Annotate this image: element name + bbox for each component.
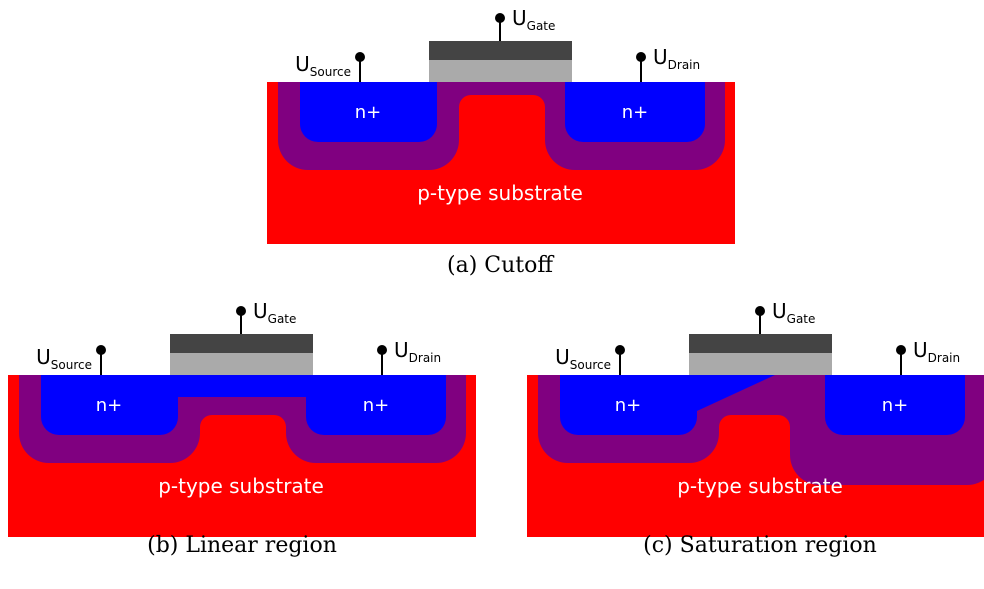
source-region-label: n+ (615, 395, 642, 416)
substrate-label: p-type substrate (417, 181, 583, 205)
drain-region-label: n+ (882, 395, 909, 416)
gate-symbol: U (512, 6, 527, 30)
gate-oxide (429, 60, 572, 82)
drain-symbol: U (913, 338, 928, 362)
gate-label: UGate (253, 299, 296, 326)
source-region-label: n+ (96, 395, 123, 416)
source-label: USource (36, 345, 92, 372)
source-terminal (355, 52, 365, 62)
drain-subscript: Drain (668, 58, 700, 72)
drain-terminal (377, 345, 387, 355)
source-subscript: Source (570, 358, 611, 372)
source-symbol: U (295, 52, 310, 76)
gate-metal (689, 334, 832, 353)
gate-label: UGate (772, 299, 815, 326)
drain-region-label: n+ (622, 102, 649, 123)
gate-subscript: Gate (527, 19, 556, 33)
gate-terminal (755, 306, 765, 316)
gate-symbol: U (772, 299, 787, 323)
caption: (c) Saturation region (643, 533, 877, 558)
source-subscript: Source (310, 65, 351, 79)
caption: (b) Linear region (147, 533, 337, 558)
gate-metal (429, 41, 572, 60)
source-symbol: U (555, 345, 570, 369)
source-label: USource (295, 52, 351, 79)
drain-subscript: Drain (409, 351, 441, 365)
caption: (a) Cutoff (447, 253, 554, 278)
gate-terminal (495, 13, 505, 23)
gate-oxide (170, 353, 313, 375)
gate-subscript: Gate (268, 312, 297, 326)
drain-region-label: n+ (363, 395, 390, 416)
source-terminal (615, 345, 625, 355)
substrate-label: p-type substrate (677, 474, 843, 498)
source-subscript: Source (51, 358, 92, 372)
drain-terminal (636, 52, 646, 62)
drain-subscript: Drain (928, 351, 960, 365)
source-symbol: U (36, 345, 51, 369)
source-terminal (96, 345, 106, 355)
gate-subscript: Gate (787, 312, 816, 326)
drain-label: UDrain (653, 45, 700, 72)
drain-symbol: U (653, 45, 668, 69)
source-label: USource (555, 345, 611, 372)
gate-terminal (236, 306, 246, 316)
source-region-label: n+ (355, 102, 382, 123)
drain-label: UDrain (913, 338, 960, 365)
channel (168, 375, 318, 397)
drain-label: UDrain (394, 338, 441, 365)
gate-label: UGate (512, 6, 555, 33)
drain-symbol: U (394, 338, 409, 362)
substrate-label: p-type substrate (158, 474, 324, 498)
gate-oxide (689, 353, 832, 375)
gate-symbol: U (253, 299, 268, 323)
mosfet-diagram: USourceUGateUDrainn+n+p-type substrate(a… (0, 0, 984, 589)
drain-terminal (896, 345, 906, 355)
gate-metal (170, 334, 313, 353)
